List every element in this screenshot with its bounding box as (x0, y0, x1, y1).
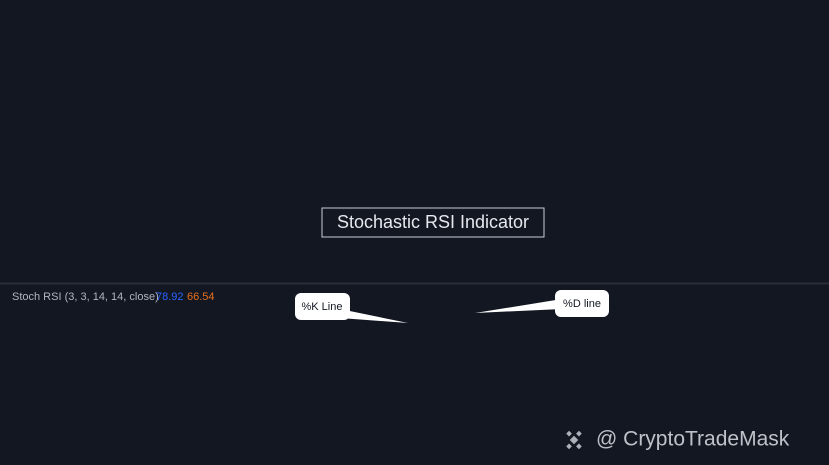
overlay-layer: Stochastic RSI Indicator Stoch RSI (3, 3… (12, 207, 790, 451)
annotation-text: Stochastic RSI Indicator (337, 212, 529, 232)
callout-pointer (475, 299, 562, 313)
watermark-text: @ CryptoTradeMask (596, 428, 790, 451)
annotation-box (321, 207, 545, 238)
callout-box (295, 293, 350, 320)
callout-box (555, 290, 609, 317)
k-callout-text: %K Line (302, 301, 343, 313)
callout-pointer (340, 309, 408, 323)
indicator-title: Stoch RSI (3, 3, 14, 14, close) (12, 291, 159, 303)
d-callout-text: %D line (563, 298, 601, 310)
k-header-value: 78.92 (156, 291, 184, 303)
d-header-value: 66.54 (187, 291, 215, 303)
